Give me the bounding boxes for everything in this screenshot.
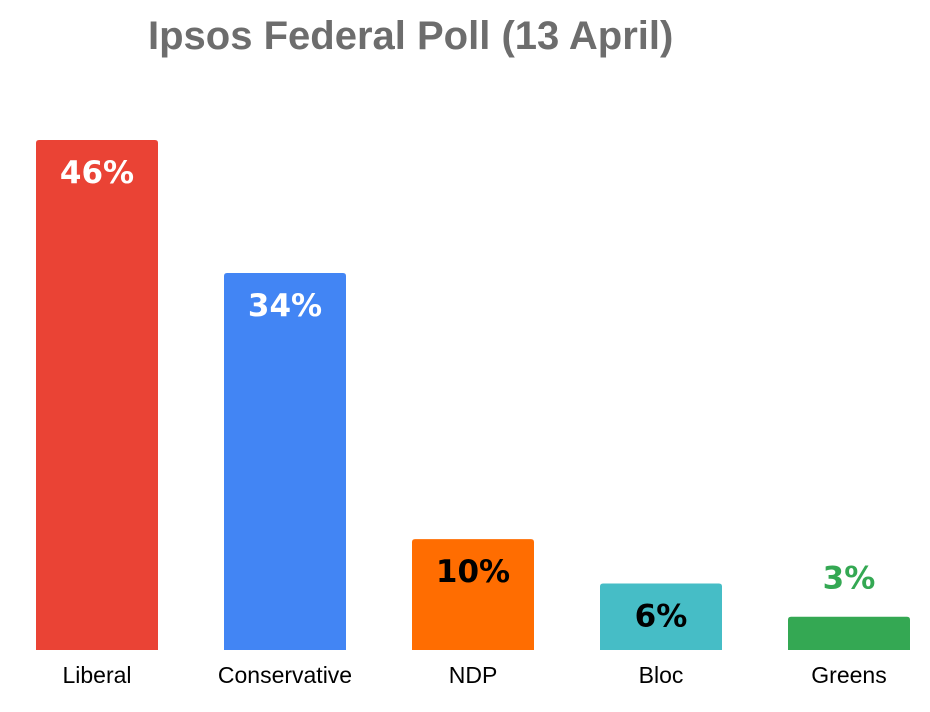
data-label-liberal: 46% <box>60 155 134 191</box>
data-label-greens: 3% <box>823 561 876 597</box>
category-label-ndp: NDP <box>449 662 498 688</box>
category-label-liberal: Liberal <box>62 662 131 688</box>
bar-ndp <box>412 539 534 650</box>
bar-greens <box>788 616 910 650</box>
category-label-bloc: Bloc <box>639 662 684 688</box>
data-label-ndp: 10% <box>436 554 510 590</box>
category-label-conservative: Conservative <box>218 662 352 688</box>
bar-bloc <box>600 583 722 650</box>
bars-group <box>36 140 910 650</box>
bar-liberal <box>36 140 158 650</box>
data-labels-group: 46% 34% 10% 6% 3% <box>60 155 875 634</box>
category-labels-group: Liberal Conservative NDP Bloc Greens <box>62 662 886 688</box>
chart-title: Ipsos Federal Poll (13 April) <box>148 14 674 58</box>
data-label-bloc: 6% <box>635 598 688 634</box>
data-label-conservative: 34% <box>248 288 322 324</box>
bar-conservative <box>224 273 346 650</box>
category-label-greens: Greens <box>811 662 886 688</box>
